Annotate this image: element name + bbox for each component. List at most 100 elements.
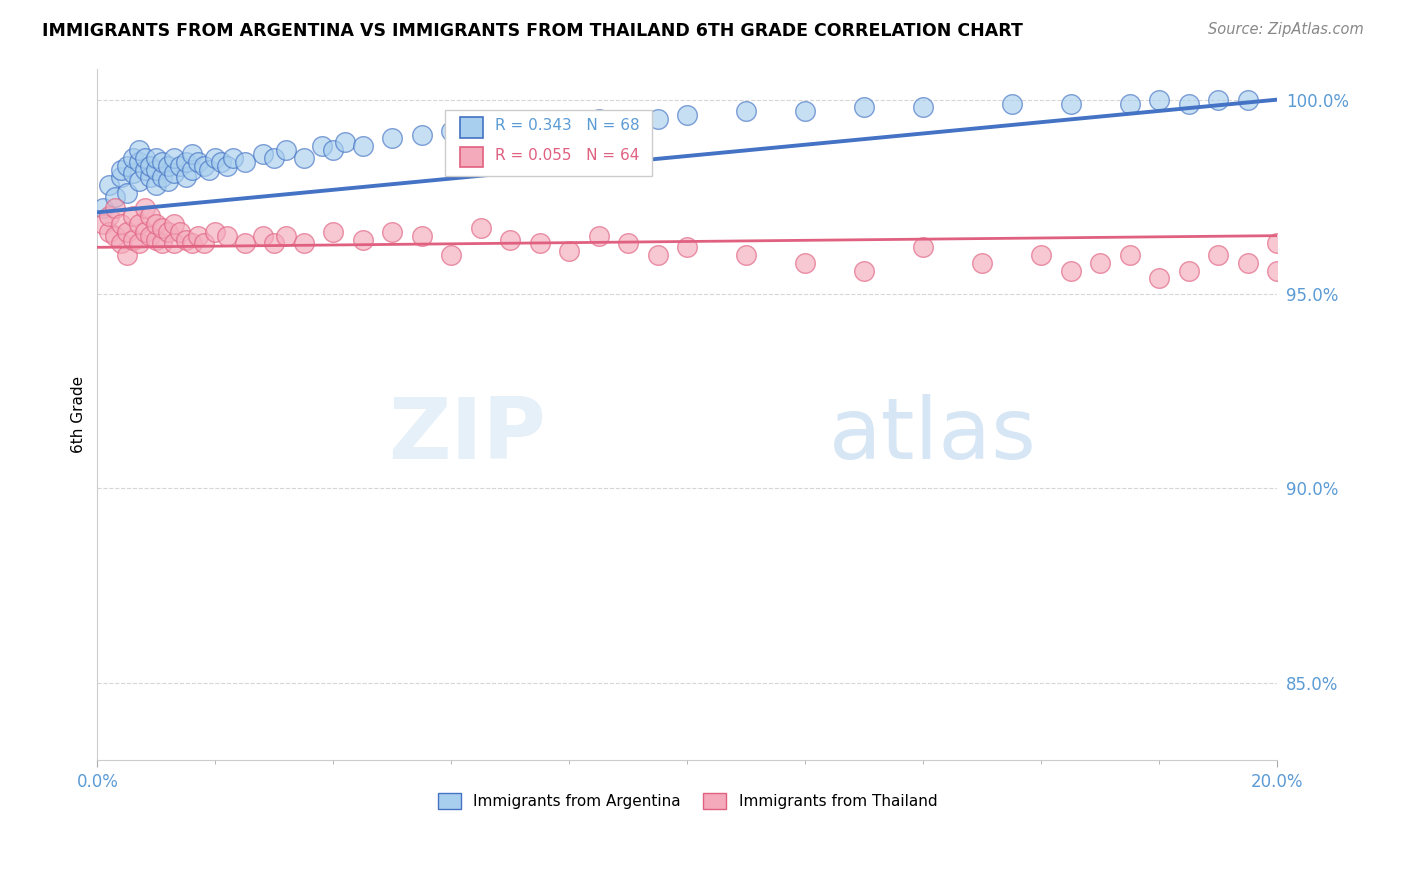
Point: [180, 162, 202, 177]
Point: [853, 100, 876, 114]
Point: [193, 159, 215, 173]
Point: [499, 233, 522, 247]
Point: [150, 220, 173, 235]
Point: [529, 236, 551, 251]
Point: [98, 178, 121, 193]
Point: [1060, 263, 1083, 277]
Point: [134, 202, 156, 216]
Point: [128, 154, 150, 169]
Point: [1267, 236, 1289, 251]
Point: [1149, 271, 1171, 285]
Point: [311, 139, 333, 153]
Point: [204, 151, 226, 165]
Point: [222, 151, 245, 165]
Legend: Immigrants from Argentina, Immigrants from Thailand: Immigrants from Argentina, Immigrants fr…: [432, 787, 943, 815]
Point: [794, 104, 817, 119]
Point: [150, 236, 173, 251]
Text: atlas: atlas: [830, 393, 1038, 476]
Point: [198, 162, 221, 177]
Text: R = 0.055   N = 64: R = 0.055 N = 64: [495, 147, 640, 162]
Point: [150, 154, 173, 169]
Point: [617, 116, 640, 130]
Point: [1149, 93, 1171, 107]
Point: [676, 240, 699, 254]
Point: [115, 248, 138, 262]
Point: [157, 159, 180, 173]
Point: [134, 162, 156, 177]
Point: [499, 116, 522, 130]
Point: [1178, 263, 1201, 277]
Point: [853, 263, 876, 277]
Point: [128, 143, 150, 157]
Point: [104, 228, 127, 243]
Point: [276, 143, 298, 157]
Point: [1208, 93, 1230, 107]
Point: [209, 154, 232, 169]
Point: [440, 124, 463, 138]
Point: [91, 202, 114, 216]
Point: [470, 220, 492, 235]
Point: [352, 139, 374, 153]
Point: [128, 217, 150, 231]
Point: [174, 170, 197, 185]
Point: [145, 217, 167, 231]
Point: [276, 228, 298, 243]
Point: [145, 162, 167, 177]
Point: [110, 236, 132, 251]
FancyBboxPatch shape: [446, 110, 652, 176]
Point: [187, 154, 209, 169]
Point: [121, 151, 143, 165]
Point: [352, 233, 374, 247]
Point: [529, 120, 551, 134]
Point: [1178, 96, 1201, 111]
Point: [110, 162, 132, 177]
Point: [98, 225, 121, 239]
Point: [145, 233, 167, 247]
Text: R = 0.343   N = 68: R = 0.343 N = 68: [495, 118, 640, 133]
Point: [121, 209, 143, 223]
Point: [1237, 256, 1260, 270]
Point: [252, 228, 274, 243]
Point: [440, 248, 463, 262]
Point: [912, 100, 935, 114]
Point: [1119, 248, 1142, 262]
Point: [145, 151, 167, 165]
Point: [735, 104, 758, 119]
Point: [1031, 248, 1053, 262]
Point: [110, 170, 132, 185]
Point: [617, 236, 640, 251]
FancyBboxPatch shape: [460, 146, 484, 168]
Point: [217, 228, 239, 243]
Point: [104, 202, 127, 216]
Point: [163, 236, 186, 251]
Point: [335, 136, 357, 150]
Point: [139, 159, 162, 173]
Point: [217, 159, 239, 173]
Point: [1237, 93, 1260, 107]
Point: [115, 225, 138, 239]
Point: [193, 236, 215, 251]
Y-axis label: 6th Grade: 6th Grade: [72, 376, 86, 453]
Point: [1267, 263, 1289, 277]
Point: [163, 151, 186, 165]
Point: [180, 236, 202, 251]
Point: [150, 170, 173, 185]
Point: [292, 236, 315, 251]
Point: [157, 225, 180, 239]
Point: [588, 112, 610, 126]
Point: [1001, 96, 1024, 111]
Point: [1060, 96, 1083, 111]
Point: [558, 116, 581, 130]
Point: [470, 120, 492, 134]
Point: [676, 108, 699, 122]
Point: [588, 228, 610, 243]
Point: [121, 166, 143, 180]
Point: [972, 256, 994, 270]
Point: [1119, 96, 1142, 111]
Text: IMMIGRANTS FROM ARGENTINA VS IMMIGRANTS FROM THAILAND 6TH GRADE CORRELATION CHAR: IMMIGRANTS FROM ARGENTINA VS IMMIGRANTS …: [42, 22, 1024, 40]
Point: [381, 225, 404, 239]
Point: [134, 225, 156, 239]
Point: [187, 228, 209, 243]
Point: [322, 225, 344, 239]
Point: [411, 128, 433, 142]
